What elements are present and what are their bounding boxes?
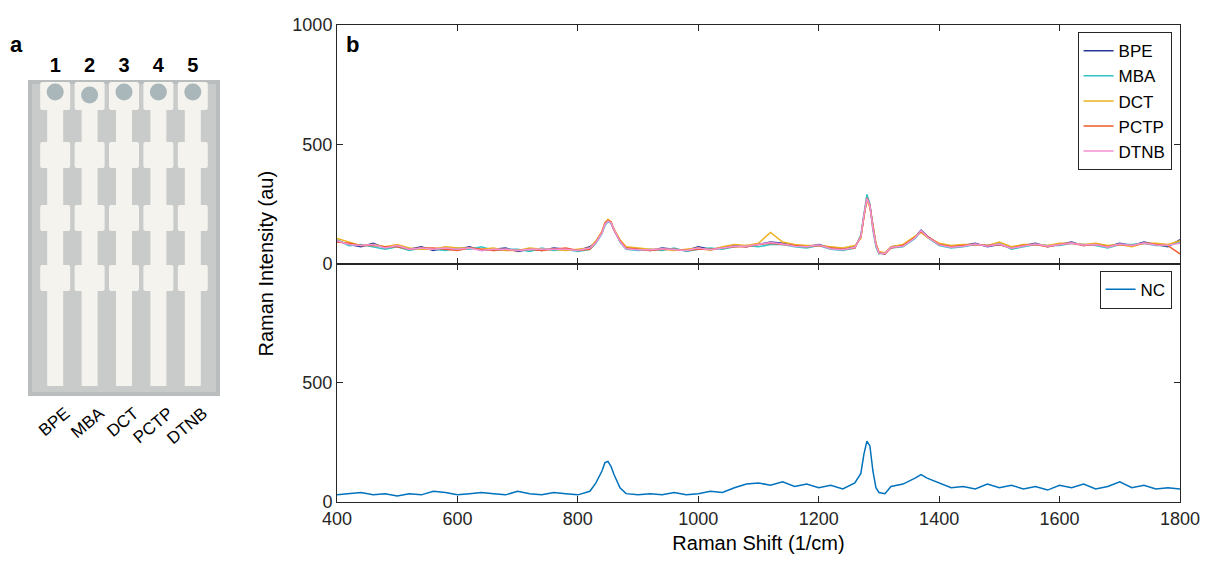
svg-text:400: 400 (322, 509, 352, 529)
svg-text:1000: 1000 (678, 509, 718, 529)
svg-text:DTNB: DTNB (1119, 143, 1165, 162)
svg-text:0: 0 (322, 254, 332, 274)
svg-text:1: 1 (50, 54, 61, 76)
svg-text:DCT: DCT (103, 404, 142, 441)
svg-text:DTNB: DTNB (163, 404, 211, 448)
svg-text:a: a (10, 32, 23, 57)
svg-text:MBA: MBA (67, 403, 108, 442)
svg-text:PCTP: PCTP (1119, 118, 1164, 137)
svg-text:500: 500 (302, 373, 332, 393)
svg-text:600: 600 (442, 509, 472, 529)
svg-text:2: 2 (84, 54, 95, 76)
svg-text:b: b (346, 32, 359, 57)
svg-text:Raman Intensity (au): Raman Intensity (au) (255, 171, 277, 357)
svg-text:BPE: BPE (1119, 42, 1153, 61)
svg-text:1600: 1600 (1040, 509, 1080, 529)
svg-text:1800: 1800 (1160, 509, 1200, 529)
svg-text:NC: NC (1141, 281, 1166, 300)
svg-text:0: 0 (322, 492, 332, 512)
svg-text:Raman Shift (1/cm): Raman Shift (1/cm) (672, 532, 844, 554)
svg-text:500: 500 (302, 135, 332, 155)
svg-text:3: 3 (118, 54, 129, 76)
svg-text:PCTP: PCTP (130, 404, 177, 448)
svg-text:1200: 1200 (799, 509, 839, 529)
svg-text:5: 5 (187, 54, 198, 76)
svg-text:BPE: BPE (35, 404, 73, 440)
svg-text:MBA: MBA (1119, 67, 1157, 86)
svg-text:4: 4 (153, 54, 165, 76)
svg-text:DCT: DCT (1119, 93, 1154, 112)
svg-text:1000: 1000 (292, 15, 332, 35)
svg-text:1400: 1400 (919, 509, 959, 529)
svg-text:800: 800 (563, 509, 593, 529)
